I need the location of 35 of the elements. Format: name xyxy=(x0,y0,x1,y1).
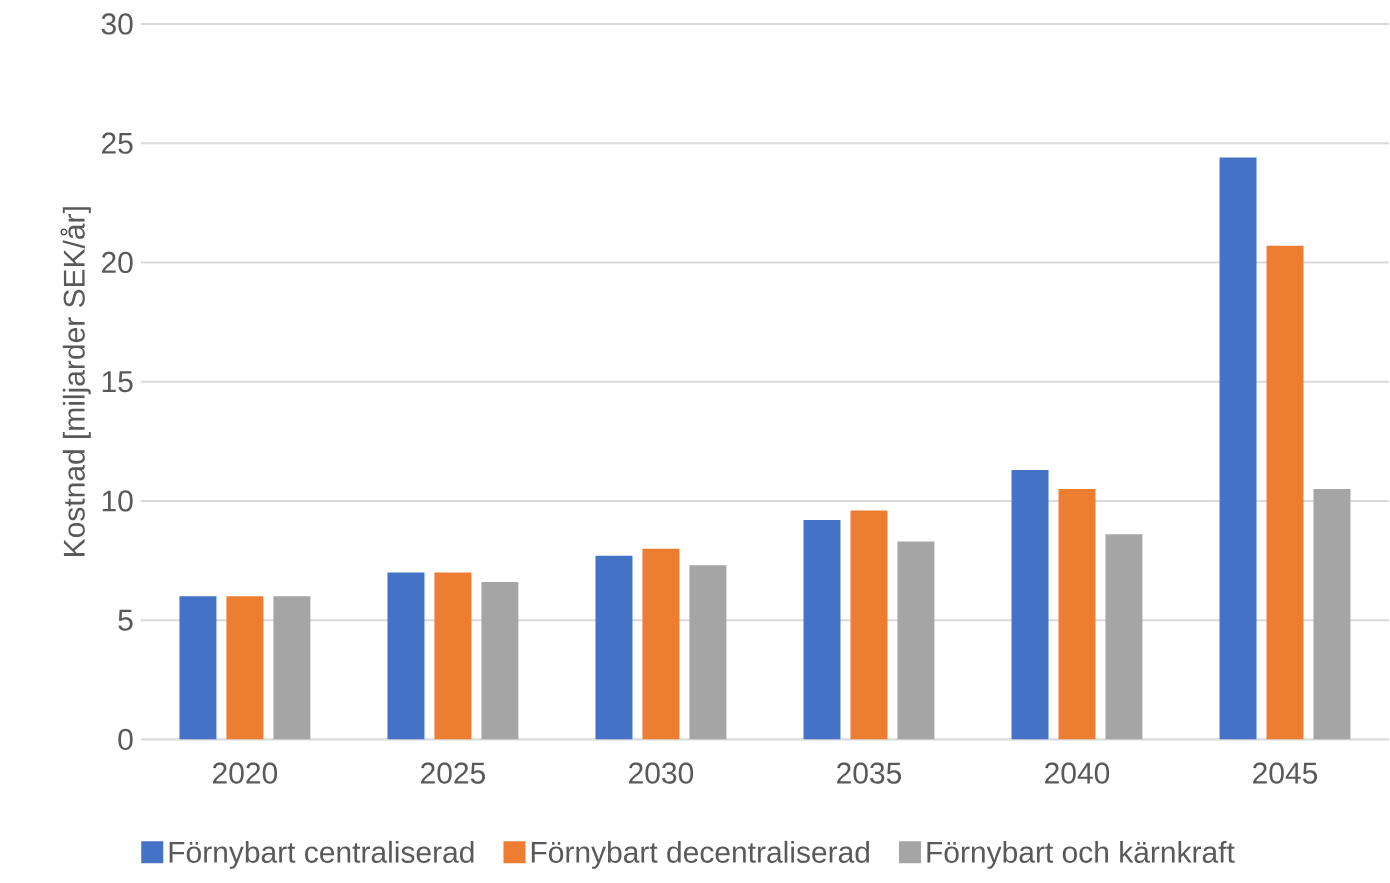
y-tick-label: 5 xyxy=(118,609,133,631)
y-tick-label: 0 xyxy=(118,728,133,750)
bar xyxy=(1105,534,1143,740)
x-tick-label: 2025 xyxy=(421,762,486,784)
bar xyxy=(434,572,472,740)
bar xyxy=(1313,488,1351,740)
x-tick-label: 2020 xyxy=(213,762,278,784)
x-tick-label: 2030 xyxy=(629,762,694,784)
y-tick-label: 10 xyxy=(102,490,133,512)
y-axis-title: Kostnad [miljarder SEK/år] xyxy=(60,207,91,556)
bar xyxy=(179,596,217,740)
bar xyxy=(803,519,841,740)
bar xyxy=(387,572,425,740)
bar xyxy=(897,541,935,740)
bar xyxy=(1058,488,1096,740)
bar xyxy=(481,581,519,740)
bar xyxy=(1011,469,1049,740)
bar xyxy=(595,555,633,740)
x-tick-label: 2040 xyxy=(1045,762,1110,784)
y-tick-label: 20 xyxy=(102,251,133,273)
bar xyxy=(1266,245,1304,740)
legend-label: Förnybart decentraliserad xyxy=(531,840,870,869)
y-tick-label: 15 xyxy=(102,371,133,392)
bar xyxy=(642,548,680,740)
x-tick-label: 2035 xyxy=(837,762,902,784)
legend-label: Förnybart centraliserad xyxy=(169,840,474,869)
y-tick-label: 30 xyxy=(101,13,133,35)
bar xyxy=(689,565,727,740)
bar xyxy=(850,510,888,740)
y-tick-label: 25 xyxy=(102,132,133,154)
bar xyxy=(226,596,264,740)
bar xyxy=(1219,157,1257,740)
bar xyxy=(273,596,311,740)
legend-label: Förnybart och kärnkraft xyxy=(927,840,1235,869)
x-tick-label: 2045 xyxy=(1253,762,1318,784)
